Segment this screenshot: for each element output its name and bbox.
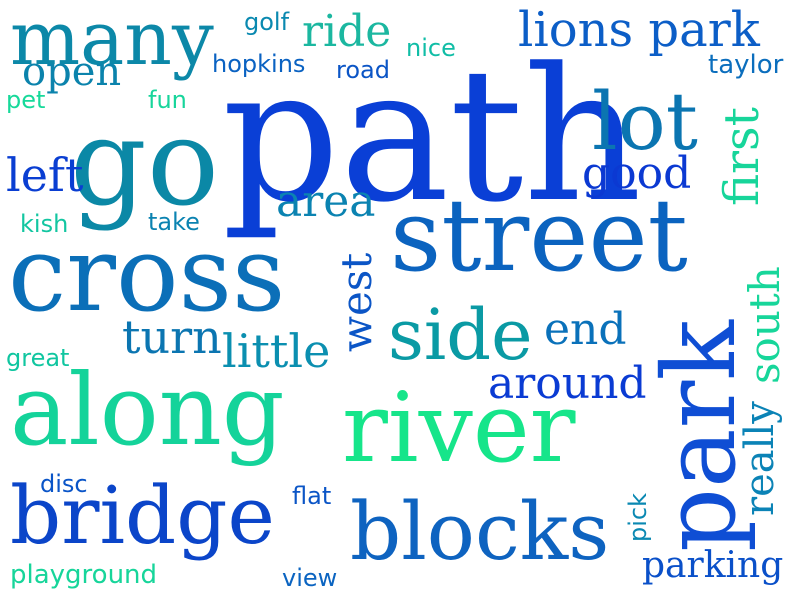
word-golf: golf bbox=[244, 8, 290, 36]
word-path: path bbox=[222, 29, 642, 243]
word-go: go bbox=[70, 94, 220, 233]
word-nice: nice bbox=[406, 34, 456, 62]
word-ride: ride bbox=[302, 6, 392, 57]
word-flat: flat bbox=[292, 482, 332, 510]
word-good: good bbox=[582, 148, 692, 199]
word-pick: pick bbox=[624, 493, 652, 542]
word-lot: lot bbox=[592, 75, 698, 168]
word-blocks: blocks bbox=[350, 485, 610, 578]
word-around: around bbox=[488, 358, 647, 409]
word-parking: parking bbox=[642, 545, 784, 586]
word-river: river bbox=[342, 372, 576, 484]
word-road: road bbox=[336, 56, 390, 84]
word-turn: turn bbox=[122, 310, 222, 364]
word-open: open bbox=[22, 49, 122, 95]
word-street: street bbox=[390, 177, 688, 294]
word-kish: kish bbox=[20, 210, 69, 238]
word-great: great bbox=[6, 344, 70, 372]
word-west: west bbox=[332, 252, 381, 352]
word-lions-park: lions park bbox=[518, 2, 760, 58]
word-disc: disc bbox=[40, 470, 88, 498]
word-cross: cross bbox=[8, 213, 286, 335]
word-along: along bbox=[10, 354, 285, 468]
word-many: many bbox=[10, 0, 214, 82]
word-fun: fun bbox=[148, 86, 187, 114]
word-pet: pet bbox=[6, 86, 46, 114]
word-playground: playground bbox=[10, 560, 158, 590]
word-south: south bbox=[740, 266, 789, 384]
word-little: little bbox=[222, 324, 331, 378]
word-hopkins: hopkins bbox=[212, 50, 306, 78]
word-area: area bbox=[276, 176, 376, 227]
word-park: park bbox=[641, 319, 758, 552]
word-bridge: bridge bbox=[10, 469, 275, 562]
word-taylor: taylor bbox=[708, 50, 784, 80]
word-left: left bbox=[6, 148, 84, 202]
word-view: view bbox=[282, 564, 338, 592]
word-first: first bbox=[714, 107, 770, 206]
word-side: side bbox=[388, 294, 533, 376]
word-take: take bbox=[148, 208, 200, 236]
word-really: really bbox=[737, 401, 783, 516]
word-end: end bbox=[544, 304, 627, 355]
